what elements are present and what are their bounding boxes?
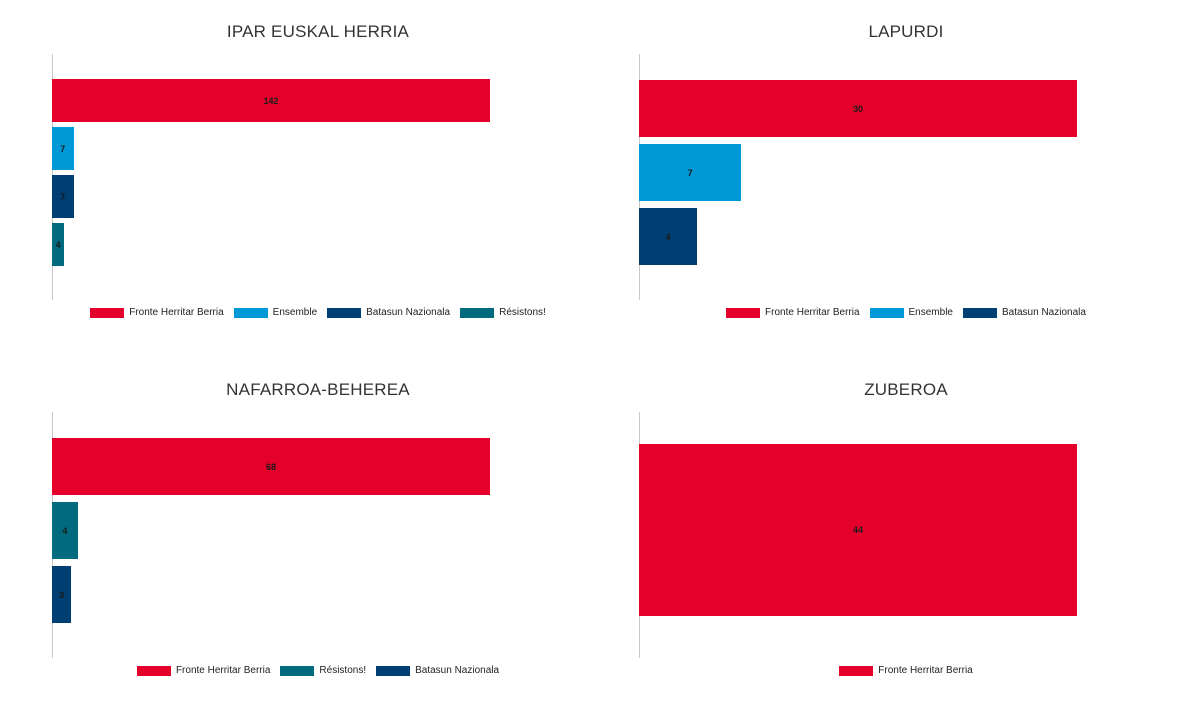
legend-label: Batasun Nazionala (415, 665, 500, 676)
legend-swatch (136, 665, 171, 676)
legend-item-fronte-herritar-berria: Fronte Herritar Berria (726, 307, 860, 318)
data-label: 142 (263, 95, 279, 106)
legend-label: Résistons! (499, 307, 546, 318)
legend-label: Ensemble (908, 307, 953, 318)
legend-item-r-sistons: Résistons! (280, 665, 366, 676)
data-label: 4 (665, 231, 671, 242)
legend-label: Fronte Herritar Berria (175, 665, 271, 676)
legend-item-ensemble: Ensemble (869, 307, 953, 318)
legend-item-r-sistons: Résistons! (460, 307, 546, 318)
bar-r-sistons (52, 223, 65, 266)
data-label: 30 (852, 103, 864, 114)
data-label: 68 (265, 461, 277, 472)
chart-panel-lapurdi: LAPURDI 30 7 4 Fronte Herritar Berria Ensembl… (639, 22, 1177, 342)
legend-swatch (460, 307, 495, 318)
data-label: 4 (62, 525, 68, 536)
chart-panel-ipar-euskal-herria: IPAR EUSKAL HERRIA 142 7 7 4 Fronte Herritar … (52, 22, 592, 342)
data-label: 7 (60, 143, 66, 154)
legend-swatch (280, 665, 315, 676)
data-label: 4 (55, 239, 61, 250)
legend-label: Résistons! (319, 665, 367, 676)
chart-title: ZUBEROA (864, 380, 948, 399)
data-label: 7 (60, 191, 66, 202)
legend-label: Batasun Nazionala (1001, 307, 1086, 318)
plot-area: 30 7 4 (639, 22, 1139, 300)
legend-item-fronte-herritar-berria: Fronte Herritar Berria (136, 665, 271, 676)
chart-title: LAPURDI (868, 22, 944, 41)
chart-panel-zuberoa: ZUBEROA 44 Fronte Herritar Berria (639, 380, 1177, 700)
chart-title: IPAR EUSKAL HERRIA (226, 22, 410, 41)
legend-label: Ensemble (272, 307, 318, 318)
data-label: 3 (59, 589, 65, 600)
legend-label: Fronte Herritar Berria (878, 665, 973, 676)
bar-batasun-nazionala (639, 208, 698, 265)
legend-item-ensemble: Ensemble (233, 307, 318, 318)
legend-label: Fronte Herritar Berria (129, 307, 224, 318)
bar-batasun-nazionala (52, 566, 72, 623)
bar-ensemble (52, 127, 74, 170)
bar-fronte-herritar-berria (52, 79, 490, 122)
chart-title: NAFARROA-BEHEREA (226, 380, 410, 399)
legend: Fronte Herritar Berria Ensemble Batasun Na… (636, 307, 1176, 318)
legend-item-fronte-herritar-berria: Fronte Herritar Berria (839, 665, 973, 676)
legend-swatch (839, 665, 874, 676)
legend-swatch (376, 665, 411, 676)
legend-item-fronte-herritar-berria: Fronte Herritar Berria (90, 307, 224, 318)
legend-label: Fronte Herritar Berria (765, 307, 860, 318)
legend-swatch (869, 307, 904, 318)
chart-panel-nafarroa-beherea: NAFARROA-BEHEREA 68 4 3 Fronte Herritar Berr… (52, 380, 592, 700)
plot-area: 142 7 7 4 (52, 22, 552, 300)
bar-fronte-herritar-berria (639, 80, 1077, 137)
legend-item-batasun-nazionala: Batasun Nazionala (376, 665, 499, 676)
bar-r-sistons (52, 502, 78, 559)
legend-label: Batasun Nazionala (366, 307, 451, 318)
legend-swatch (726, 307, 761, 318)
legend-swatch (90, 307, 125, 318)
legend-swatch (327, 307, 362, 318)
plot-area: 68 4 3 (52, 380, 552, 658)
data-label: 44 (852, 525, 864, 535)
bar-ensemble (639, 144, 742, 201)
bar-fronte-herritar-berria (639, 444, 1077, 616)
data-label: 7 (687, 167, 693, 178)
bar-fronte-herritar-berria (52, 438, 490, 495)
plot-area: 44 (639, 380, 1139, 658)
legend-swatch (233, 307, 268, 318)
legend: Fronte Herritar Berria Résistons! Batasun … (48, 665, 588, 676)
legend-swatch (962, 307, 997, 318)
legend-item-batasun-nazionala: Batasun Nazionala (962, 307, 1086, 318)
bar-batasun-nazionala (52, 175, 74, 218)
legend: Fronte Herritar Berria (636, 665, 1176, 676)
legend: Fronte Herritar Berria Ensemble Batasun Na… (48, 307, 588, 318)
legend-item-batasun-nazionala: Batasun Nazionala (327, 307, 450, 318)
